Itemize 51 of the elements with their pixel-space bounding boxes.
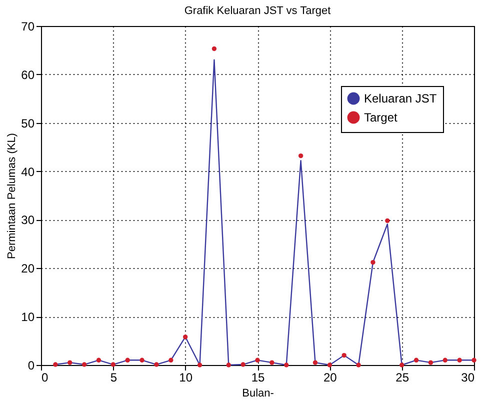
x-axis-title: Bulan-	[242, 388, 274, 400]
y-tick-label: 50	[21, 116, 35, 130]
point	[197, 362, 202, 368]
point	[182, 334, 188, 340]
point	[240, 362, 246, 367]
y-tick-label: 40	[21, 164, 35, 179]
point	[96, 358, 102, 362]
y-tick-label: 20	[21, 262, 35, 276]
x-tick-label: 25	[396, 370, 410, 384]
point	[255, 358, 260, 362]
point	[342, 352, 346, 358]
point	[298, 153, 304, 158]
x-tick-label: 5	[110, 370, 118, 384]
point	[356, 362, 361, 368]
point	[442, 358, 448, 362]
point	[212, 46, 217, 52]
point	[327, 362, 332, 368]
x-tick-label: 15	[251, 370, 265, 384]
point	[82, 362, 87, 367]
y-axis-title: Permintaan Pelumas (KL)	[6, 133, 18, 259]
legend-label: Target	[364, 110, 398, 124]
point	[53, 362, 58, 367]
point	[110, 362, 116, 367]
x-tick-label: 0	[42, 370, 48, 384]
y-tick-label: 0	[28, 358, 35, 372]
x-tick-label: 10	[179, 370, 193, 384]
point	[284, 362, 289, 368]
x-tick-label: 30	[461, 370, 475, 384]
legend-label: Keluaran JST	[364, 92, 438, 106]
y-tick-label: 60	[21, 68, 35, 82]
point	[226, 362, 231, 368]
point	[457, 358, 462, 362]
point	[154, 362, 159, 367]
y-tick-label: 70	[21, 20, 35, 34]
x-tick-label: 20	[323, 370, 338, 384]
point	[125, 358, 130, 362]
point	[68, 360, 72, 365]
chart-title: Grafik Keluaran JST vs Target	[184, 5, 331, 17]
y-tick-label: 10	[21, 310, 35, 324]
point	[168, 358, 174, 362]
line-series	[54, 59, 475, 366]
point	[399, 362, 404, 368]
point	[370, 260, 376, 265]
point	[414, 358, 419, 362]
point	[270, 360, 274, 365]
y-tick-label: 30	[21, 213, 35, 228]
point	[472, 358, 476, 362]
point	[428, 360, 434, 365]
point	[140, 358, 144, 362]
point	[385, 218, 390, 224]
point	[312, 360, 318, 365]
